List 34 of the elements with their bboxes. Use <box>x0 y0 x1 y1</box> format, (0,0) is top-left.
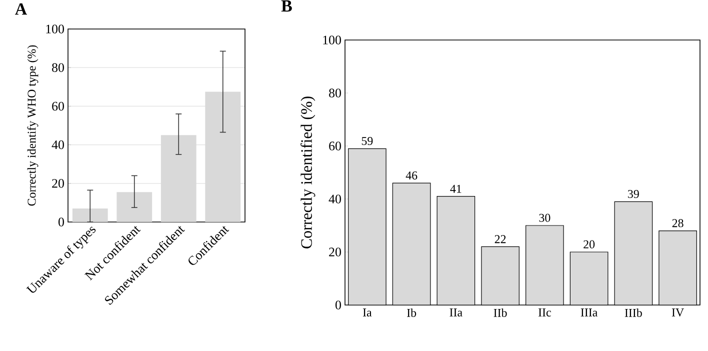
data-label: 20 <box>584 240 595 248</box>
y-tick-label: 0 <box>336 300 341 310</box>
y-tick-label: 40 <box>328 194 341 204</box>
data-label: 22 <box>494 235 506 244</box>
chart-title: B <box>281 0 292 12</box>
data-label: 28 <box>672 219 684 228</box>
y-axis-title: Correctly identify WHO type (%) <box>27 45 38 206</box>
x-tick-label: IIa <box>450 308 462 316</box>
y-tick-label: 80 <box>329 88 341 98</box>
data-label: 39 <box>628 190 639 198</box>
x-tick-label: IIc <box>538 308 551 316</box>
bar <box>72 208 108 222</box>
y-tick-label: 100 <box>46 24 64 34</box>
x-tick-label: Ib <box>407 308 416 317</box>
chart-title: A <box>15 3 27 15</box>
x-tick-label: IIIb <box>624 308 642 317</box>
x-tick-label: IV <box>672 308 684 317</box>
y-tick-label: 0 <box>58 218 64 226</box>
y-tick-label: 60 <box>52 102 64 111</box>
y-tick-label: 60 <box>329 142 341 150</box>
y-tick-label: 20 <box>52 179 64 188</box>
x-tick-label: Ia <box>362 308 372 316</box>
y-tick-label: 20 <box>329 248 341 256</box>
y-axis-title: Correctly identified (%) <box>300 96 316 248</box>
bar <box>116 192 152 222</box>
y-tick-label: 100 <box>323 36 341 44</box>
y-tick-label: 80 <box>52 63 64 72</box>
y-tick-label: 40 <box>52 140 64 150</box>
x-tick-label: IIb <box>494 308 507 317</box>
data-label: 41 <box>450 184 462 193</box>
x-tick-label: IIIa <box>580 308 598 316</box>
data-label: 46 <box>406 171 418 180</box>
data-label: 30 <box>539 214 550 222</box>
data-label: 59 <box>362 136 373 146</box>
